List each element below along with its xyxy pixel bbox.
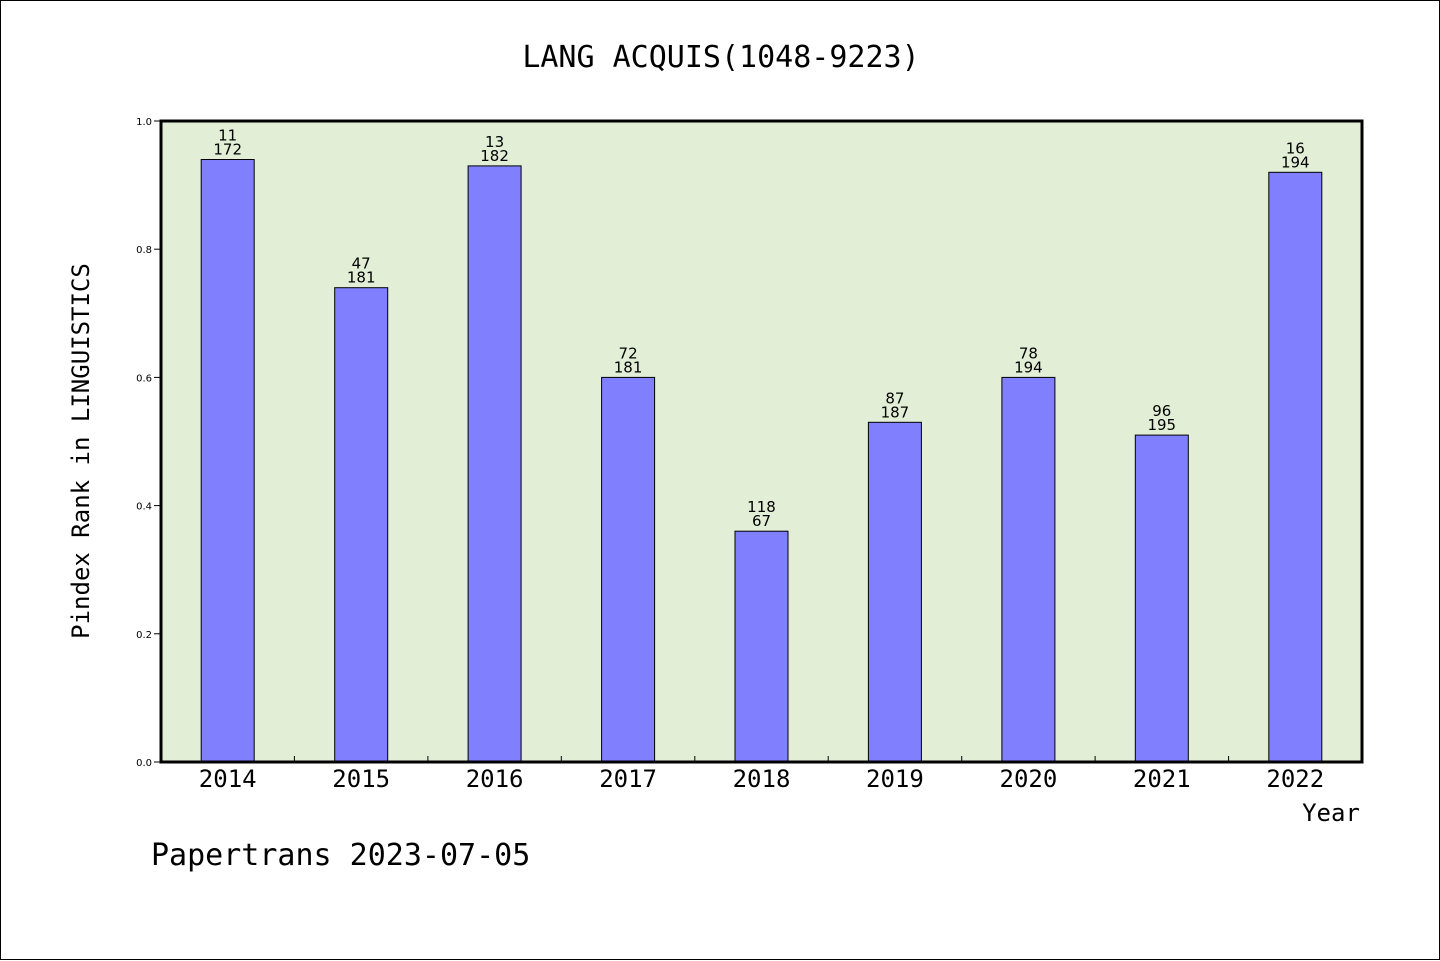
bar-total-label-2014: 172 [213,141,242,159]
bar-2016 [467,165,522,763]
y-tick-label-0.6: 0.6 [136,373,152,384]
bar-rank-label-2017: 72 [619,344,638,362]
bar-2018 [734,530,789,763]
bar-total-label-2019: 187 [881,403,910,421]
x-tick-label-2014: 2014 [199,765,257,793]
bar-rank-label-2018: 118 [747,498,776,516]
x-tick-label-2021: 2021 [1133,765,1191,793]
bar-2014 [200,159,255,763]
bar-total-label-2017: 181 [614,358,643,376]
x-axis-title: Year [1302,799,1360,827]
bar-total-label-2018: 67 [752,512,771,530]
bar-total-label-2015: 181 [347,269,376,287]
bar-total-label-2020: 194 [1014,358,1043,376]
bar-2020 [1001,376,1056,763]
y-tick-label-0.4: 0.4 [136,502,152,513]
x-tick-label-2017: 2017 [599,765,657,793]
x-tick-label-2020: 2020 [1000,765,1058,793]
bar-rank-label-2015: 47 [352,255,371,273]
bar-2019 [867,421,922,763]
bar-2015 [334,287,389,763]
bar-rank-label-2022: 16 [1286,139,1305,157]
ticks-layer: 2014 2015 2016 2017 2018 2019 2020 2021 2022 0.0 0… [136,117,1324,793]
bar-rank-label-2019: 87 [885,389,904,407]
y-tick-label-1.0: 1.0 [136,117,152,128]
bar-2021 [1134,434,1189,763]
bar-rank-label-2016: 13 [485,133,504,151]
chart-title: LANG ACQUIS(1048-9223) [522,40,919,75]
x-tick-label-2022: 2022 [1266,765,1324,793]
y-tick-label-0.0: 0.0 [136,758,152,769]
bar-rank-label-2021: 96 [1152,402,1171,420]
y-tick-label-0.2: 0.2 [136,630,152,641]
bar-2017 [601,376,656,763]
x-tick-label-2018: 2018 [733,765,791,793]
bar-2022 [1268,171,1323,763]
x-tick-label-2019: 2019 [866,765,924,793]
x-tick-label-2015: 2015 [332,765,390,793]
bar-total-label-2016: 182 [480,147,509,165]
plot-frame [159,119,1364,764]
y-axis-title: Pindex Rank in LINGUISTICS [67,263,95,639]
x-tick-label-2016: 2016 [466,765,524,793]
bar-rank-label-2014: 11 [218,127,237,145]
bars-layer: 1721118147182131817267118187871947819596… [200,127,1323,763]
bar-rank-label-2020: 78 [1019,344,1038,362]
y-tick-label-0.8: 0.8 [136,245,152,256]
bar-total-label-2021: 195 [1147,416,1176,434]
footer-text: Papertrans 2023-07-05 [151,838,530,873]
bar-total-label-2022: 194 [1281,153,1310,171]
